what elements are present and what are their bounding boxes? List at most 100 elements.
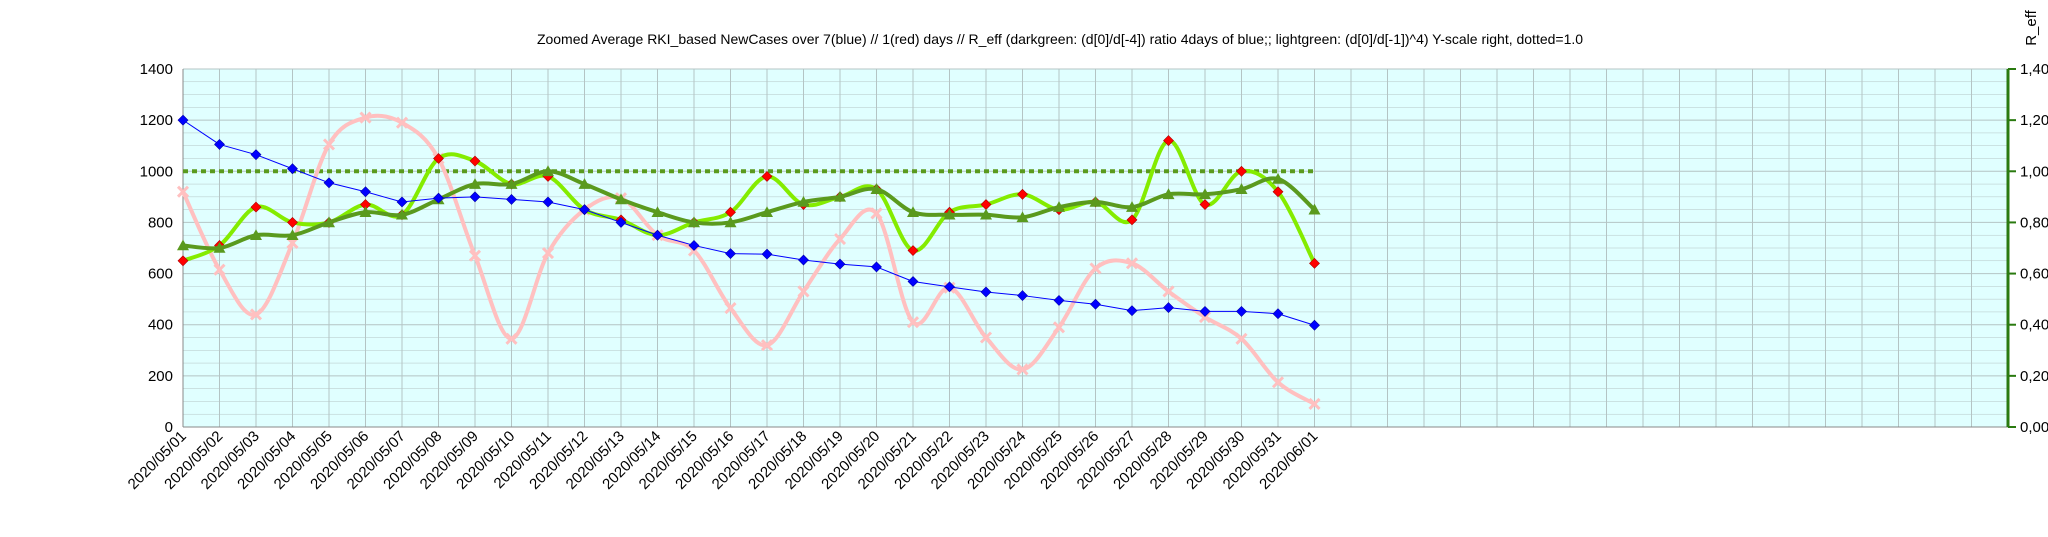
data-point-blue: [1236, 305, 1247, 317]
data-point-red: [249, 308, 263, 321]
data-point-lightgreen: [433, 153, 444, 164]
data-point-darkgreen: [213, 242, 226, 253]
data-point-red: [359, 111, 372, 124]
data-point-lightgreen: [1126, 214, 1138, 226]
y-right-tick-label: 0,40: [2020, 317, 2048, 334]
data-point-blue: [688, 240, 700, 251]
data-point-darkgreen: [1272, 172, 1284, 184]
data-point-blue: [542, 196, 554, 208]
data-point-blue: [907, 276, 919, 287]
y-left-tick-label: 600: [148, 266, 173, 283]
data-point-lightgreen: [469, 155, 481, 167]
y-right-tick-label: 0,80: [2020, 214, 2048, 231]
data-point-darkgreen: [688, 216, 700, 228]
data-point-red: [505, 332, 518, 345]
data-point-darkgreen: [1053, 201, 1065, 212]
chart-title: Zoomed Average RKI_based NewCases over 7…: [537, 31, 1583, 47]
data-point-darkgreen: [724, 216, 737, 228]
data-point-lightgreen: [1163, 135, 1174, 147]
data-point-darkgreen: [943, 208, 956, 220]
y-right-tick-label: 0,20: [2020, 368, 2048, 385]
data-point-darkgreen: [578, 178, 591, 189]
data-point-blue: [579, 204, 590, 216]
data-point-lightgreen: [1272, 186, 1284, 198]
data-point-blue: [323, 177, 335, 189]
data-point-red: [724, 302, 737, 315]
data-point-blue: [871, 261, 882, 273]
data-point-darkgreen: [797, 195, 810, 207]
data-point-red: [1125, 257, 1139, 270]
data-point-darkgreen: [1308, 203, 1321, 215]
y-left-tick-label: 400: [148, 317, 173, 334]
y-right-tick-label: 1,40: [2020, 61, 2048, 78]
data-point-darkgreen: [286, 229, 299, 241]
data-point-blue: [761, 248, 773, 260]
data-point-lightgreen: [1309, 257, 1320, 269]
data-point-darkgreen: [505, 178, 518, 189]
y-left-tick-label: 800: [148, 214, 173, 231]
y-right-tick-label: 0,00: [2020, 419, 2048, 436]
y-left-tick-label: 200: [148, 368, 173, 385]
data-point-darkgreen: [651, 206, 664, 217]
data-point-blue: [177, 114, 189, 126]
y-left-tick-label: 0: [165, 419, 173, 436]
data-point-lightgreen: [1017, 188, 1028, 200]
data-point-blue: [469, 191, 481, 203]
data-point-red: [760, 339, 774, 352]
data-point-blue: [1017, 290, 1028, 301]
data-point-blue: [433, 192, 444, 204]
data-point-red: [906, 316, 920, 329]
y-left-tick-label: 1200: [140, 112, 173, 129]
data-point-blue: [396, 196, 408, 208]
data-point-red: [1052, 321, 1066, 334]
data-point-red: [468, 249, 482, 262]
data-point-blue: [944, 281, 955, 293]
data-point-red: [870, 207, 883, 220]
data-point-darkgreen: [1016, 211, 1029, 223]
data-point-blue: [1309, 319, 1320, 331]
data-point-red: [1016, 363, 1029, 376]
y-left-tick-label: 1000: [140, 163, 173, 180]
data-point-red: [541, 247, 555, 260]
right-axis-label: R_eff: [2023, 9, 2040, 45]
data-point-red: [1198, 310, 1212, 324]
data-point-blue: [834, 258, 846, 270]
data-point-darkgreen: [323, 216, 335, 228]
axes: [182, 68, 2016, 428]
data-point-red: [1089, 262, 1102, 275]
data-point-blue: [1126, 305, 1138, 317]
data-point-darkgreen: [359, 206, 372, 217]
data-point-darkgreen: [1126, 201, 1138, 212]
data-point-red: [176, 185, 190, 198]
data-point-red: [797, 285, 810, 298]
y-right-tick-label: 1,20: [2020, 112, 2048, 129]
y-right-tick-label: 1,00: [2020, 163, 2048, 180]
data-point-darkgreen: [980, 208, 992, 220]
data-point-blue: [360, 186, 371, 198]
data-point-red: [979, 331, 993, 344]
y-right-tick-label: 0,60: [2020, 266, 2048, 283]
data-point-lightgreen: [250, 201, 262, 213]
data-point-blue: [214, 139, 225, 150]
data-point-red: [395, 116, 409, 129]
data-point-darkgreen: [870, 183, 883, 194]
data-point-darkgreen: [907, 206, 919, 217]
data-point-lightgreen: [287, 217, 298, 228]
data-point-blue: [615, 217, 627, 228]
data-point-darkgreen: [542, 165, 554, 177]
data-point-blue: [506, 193, 517, 205]
data-point-red: [213, 263, 226, 276]
data-point-darkgreen: [250, 229, 262, 241]
data-point-blue: [1199, 305, 1211, 317]
data-point-red: [322, 138, 336, 151]
data-point-red: [1308, 397, 1321, 411]
data-point-lightgreen: [907, 245, 919, 256]
data-point-red: [1271, 376, 1285, 389]
data-point-darkgreen: [1089, 195, 1102, 207]
data-point-blue: [725, 248, 736, 260]
data-point-blue: [798, 254, 809, 266]
y-left-tick-label: 1400: [140, 61, 173, 78]
data-point-blue: [1090, 298, 1101, 310]
data-point-blue: [250, 149, 262, 161]
